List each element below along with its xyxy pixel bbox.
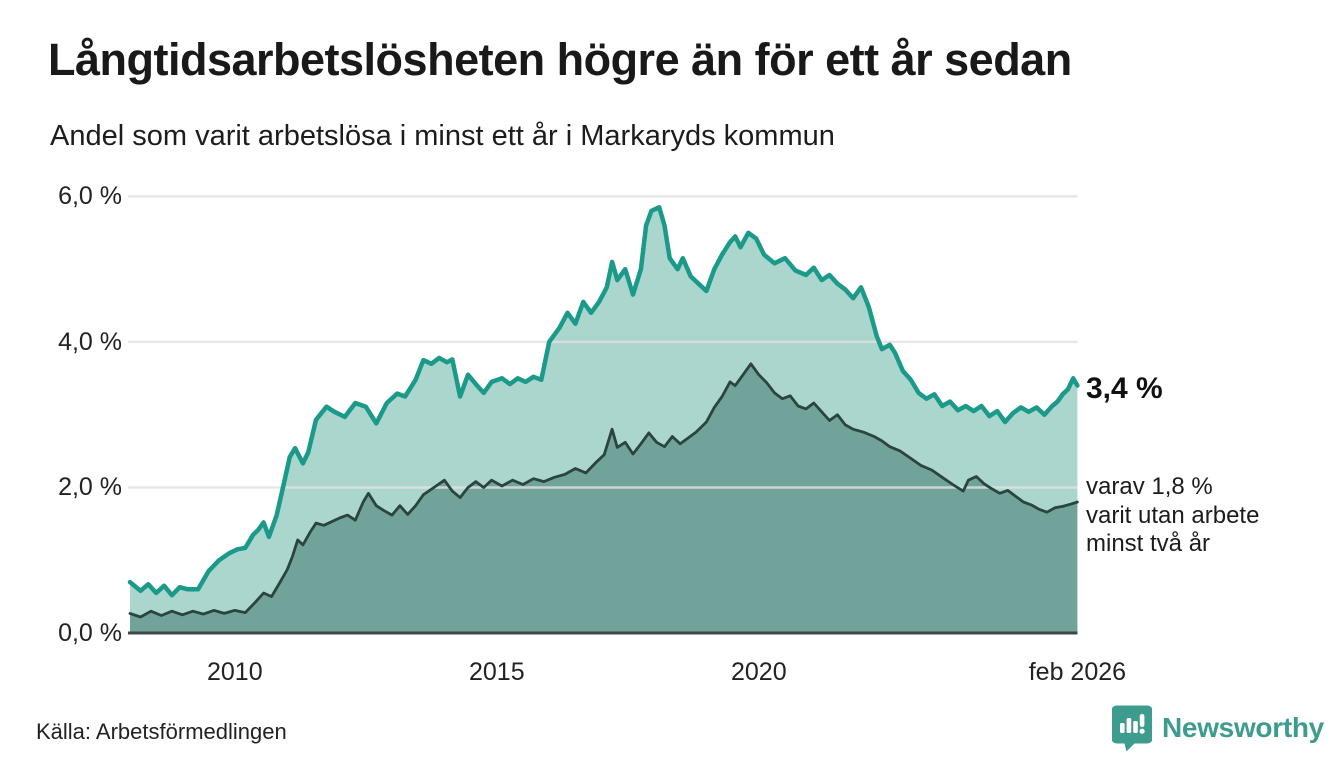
subset-series-line xyxy=(128,362,1079,619)
brand-logo: Newsworthy xyxy=(1112,704,1324,752)
subset-value-annotation: varav 1,8 % varit utan arbete minst två … xyxy=(1086,473,1260,557)
x-tick-label: feb 2026 xyxy=(1028,658,1127,686)
y-tick-label: 0,0 % xyxy=(58,619,122,647)
total-series-line xyxy=(127,205,1080,598)
y-tick-label: 6,0 % xyxy=(58,182,122,211)
source-caption: Källa: Arbetsförmedlingen xyxy=(36,719,287,744)
x-tick-label: 2015 xyxy=(468,658,525,686)
subset-series-area xyxy=(130,363,1078,633)
y-tick-label: 2,0 % xyxy=(58,473,122,502)
page-title: Långtidsarbetslösheten högre än för ett … xyxy=(48,34,1072,85)
x-tick-label: 2020 xyxy=(730,658,787,686)
latest-total-value-label: 3,4 % xyxy=(1086,372,1163,405)
newsworthy-bubble-icon xyxy=(1112,705,1152,752)
x-tick-label: 2010 xyxy=(206,658,263,686)
page-subtitle: Andel som varit arbetslösa i minst ett å… xyxy=(50,120,835,152)
y-tick-label: 4,0 % xyxy=(58,327,122,356)
brand-name: Newsworthy xyxy=(1162,712,1324,743)
